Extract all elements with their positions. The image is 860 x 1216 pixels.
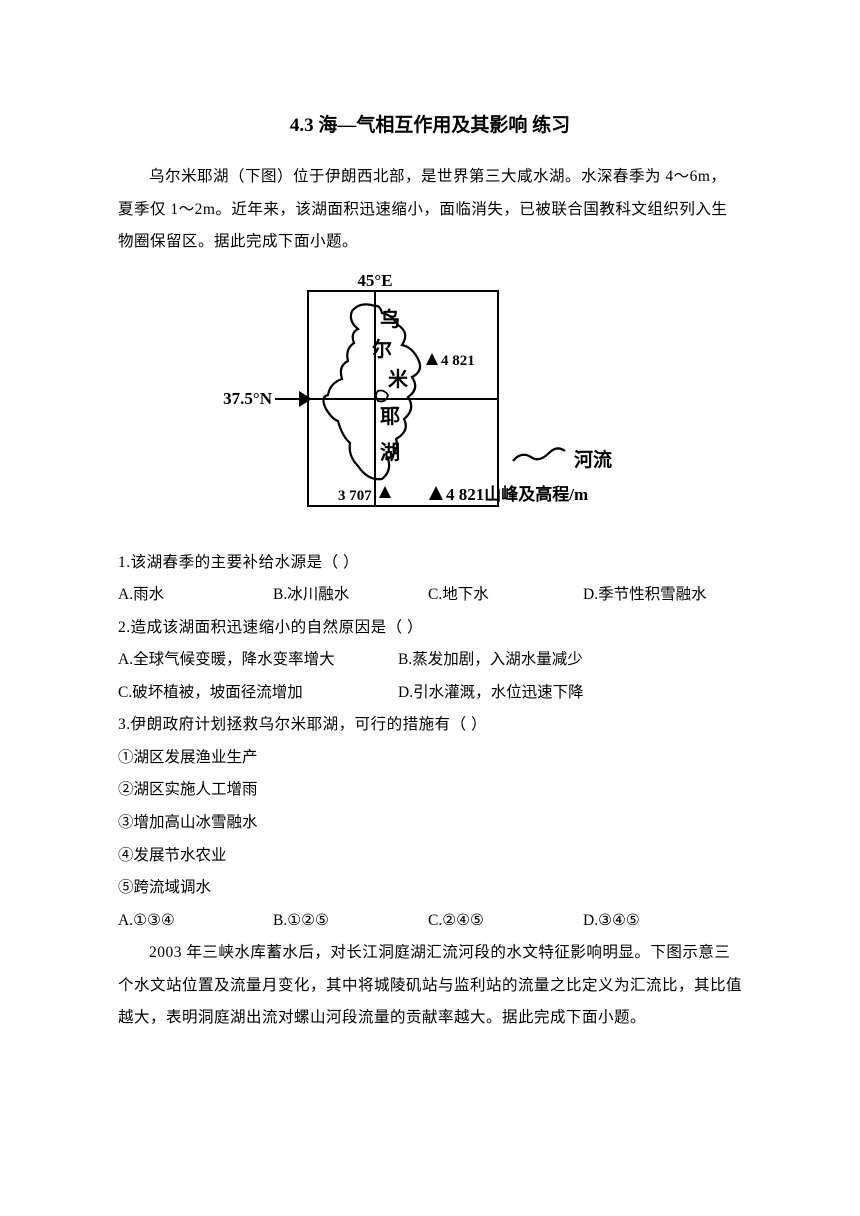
intro-paragraph-2: 2003 年三峡水库蓄水后，对长江洞庭湖汇流河段的水文特征影响明显。下图示意三个… <box>118 937 742 1035</box>
q3-item-2: ②湖区实施人工增雨 <box>118 774 742 807</box>
q3-stem: 3.伊朗政府计划拯救乌尔米耶湖，可行的措施有（ ） <box>118 709 742 742</box>
q2-opt-d: D.引水灌溉，水位迅速下降 <box>398 677 678 710</box>
q1-options: A.雨水 B.冰川融水 C.地下水 D.季节性积雪融水 <box>118 579 742 612</box>
q3-opt-c: C.②④⑤ <box>428 905 583 938</box>
q1-stem: 1.该湖春季的主要补给水源是（ ） <box>118 547 742 580</box>
lake-char-3: 耶 <box>380 406 400 428</box>
q1-opt-c: C.地下水 <box>428 579 583 612</box>
lake-char-0: 乌 <box>380 307 400 331</box>
intro-paragraph-1: 乌尔米耶湖（下图）位于伊朗西北部，是世界第三大咸水湖。水深春季为 4～6m，夏季… <box>118 161 742 259</box>
q3-opt-b: B.①②⑤ <box>273 905 428 938</box>
lat-label: 37.5°N <box>223 389 273 408</box>
q3-item-1: ①湖区发展渔业生产 <box>118 742 742 775</box>
map-figure: 45°E 37.5°N 乌 尔 米 耶 湖 4 821 3 707 河流 4 8… <box>118 271 742 531</box>
q3-item-4: ④发展节水农业 <box>118 840 742 873</box>
lake-char-4: 湖 <box>380 441 400 464</box>
peak-south-label: 3 707 <box>338 488 372 504</box>
q3-options: A.①③④ B.①②⑤ C.②④⑤ D.③④⑤ <box>118 905 742 938</box>
q1-opt-d: D.季节性积雪融水 <box>583 579 738 612</box>
q2-options: A.全球气候变暖，降水变率增大 B.蒸发加剧，入湖水量减少 C.破坏植被，坡面径… <box>118 644 742 709</box>
peak-east-label: 4 821 <box>441 353 475 369</box>
map-svg: 45°E 37.5°N 乌 尔 米 耶 湖 4 821 3 707 河流 4 8… <box>220 271 640 531</box>
q2-opt-c: C.破坏植被，坡面径流增加 <box>118 677 398 710</box>
q1-opt-a: A.雨水 <box>118 579 273 612</box>
river-legend-label: 河流 <box>574 448 612 471</box>
peak-legend-label: 4 821山峰及高程/m <box>446 484 588 504</box>
q2-opt-a: A.全球气候变暖，降水变率增大 <box>118 644 398 677</box>
q2-stem: 2.造成该湖面积迅速缩小的自然原因是（ ） <box>118 612 742 645</box>
lake-char-1: 尔 <box>372 337 392 361</box>
q1-opt-b: B.冰川融水 <box>273 579 428 612</box>
q3-opt-a: A.①③④ <box>118 905 273 938</box>
lon-label: 45°E <box>357 271 392 290</box>
q3-opt-d: D.③④⑤ <box>583 905 738 938</box>
lake-char-2: 米 <box>388 368 409 391</box>
page-title: 4.3 海—气相互作用及其影响 练习 <box>118 110 742 137</box>
q3-item-3: ③增加高山冰雪融水 <box>118 807 742 840</box>
q2-opt-b: B.蒸发加剧，入湖水量减少 <box>398 644 678 677</box>
q3-item-5: ⑤跨流域调水 <box>118 872 742 905</box>
